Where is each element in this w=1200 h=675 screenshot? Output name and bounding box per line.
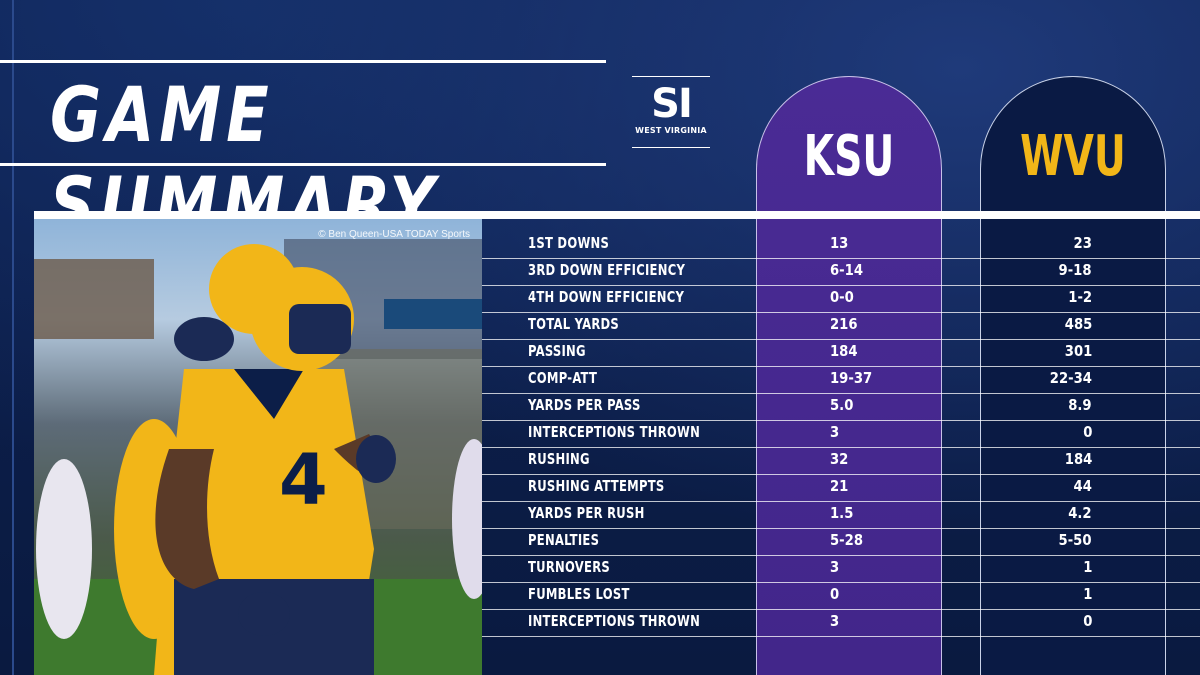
stat-label: YARDS PER PASS: [528, 396, 641, 414]
stat-label: COMP-ATT: [528, 369, 598, 387]
stat-value-ksu: 3: [830, 612, 840, 630]
stat-value-wvu: 301: [1064, 342, 1092, 360]
stat-value-wvu: 0: [1082, 423, 1092, 441]
stat-value-ksu: 3: [830, 423, 840, 441]
stat-value-ksu: 0: [830, 585, 840, 603]
logo-subtitle: WEST VIRGINIA: [635, 126, 707, 135]
logo-rule-bottom: [632, 147, 710, 148]
player-illustration: 4: [34, 239, 482, 675]
stat-row: TOTAL YARDS 216 485: [482, 312, 1200, 340]
stat-value-ksu: 184: [830, 342, 858, 360]
stat-value-wvu: 0: [1082, 612, 1092, 630]
stat-label: TOTAL YARDS: [528, 315, 620, 333]
stat-label: RUSHING ATTEMPTS: [528, 477, 665, 495]
stat-value-ksu: 1.5: [830, 504, 854, 522]
stat-label: INTERCEPTIONS THROWN: [528, 612, 701, 630]
stat-row: RUSHING ATTEMPTS 21 44: [482, 474, 1200, 502]
stat-label: TURNOVERS: [528, 558, 611, 576]
title-rule-top: [0, 60, 606, 63]
stat-row: 4TH DOWN EFFICIENCY 0-0 1-2: [482, 285, 1200, 313]
stat-row: FUMBLES LOST 0 1: [482, 582, 1200, 610]
stat-row: YARDS PER PASS 5.0 8.9: [482, 393, 1200, 421]
game-photo: 4 © Ben Queen-USA TODAY Sports: [34, 219, 482, 675]
logo-rule-top: [632, 76, 710, 77]
stat-value-wvu: 5-50: [1058, 531, 1092, 549]
stat-row: 1ST DOWNS 13 23: [482, 231, 1200, 259]
stat-value-wvu: 184: [1064, 450, 1092, 468]
stat-value-wvu: 1-2: [1068, 288, 1092, 306]
stat-value-wvu: 8.9: [1068, 396, 1092, 414]
stat-value-ksu: 3: [830, 558, 840, 576]
left-rule: [12, 0, 14, 675]
stat-row: YARDS PER RUSH 1.5 4.2: [482, 501, 1200, 529]
header-divider: [34, 211, 1200, 219]
stat-label: FUMBLES LOST: [528, 585, 630, 603]
title-rule-bottom: [0, 163, 606, 166]
stat-value-ksu: 19-37: [830, 369, 873, 387]
svg-text:4: 4: [279, 439, 328, 521]
stat-value-wvu: 22-34: [1049, 369, 1092, 387]
stat-value-ksu: 0-0: [830, 288, 854, 306]
stat-value-ksu: 216: [830, 315, 858, 333]
stat-value-ksu: 21: [830, 477, 849, 495]
stat-value-ksu: 6-14: [830, 261, 864, 279]
stat-value-wvu: 485: [1064, 315, 1092, 333]
stat-label: PASSING: [528, 342, 586, 360]
stat-value-wvu: 1: [1082, 558, 1092, 576]
stat-label: YARDS PER RUSH: [528, 504, 645, 522]
si-logo: SI WEST VIRGINIA: [632, 76, 710, 148]
stat-label: PENALTIES: [528, 531, 600, 549]
stat-value-ksu: 32: [830, 450, 849, 468]
team-label-wvu: WVU: [1020, 124, 1126, 189]
ksu-column: [756, 76, 942, 675]
stat-value-wvu: 9-18: [1058, 261, 1092, 279]
stat-label: INTERCEPTIONS THROWN: [528, 423, 701, 441]
stat-value-wvu: 4.2: [1068, 504, 1092, 522]
stat-label: 4TH DOWN EFFICIENCY: [528, 288, 685, 306]
stat-label: RUSHING: [528, 450, 590, 468]
stat-row: COMP-ATT 19-37 22-34: [482, 366, 1200, 394]
stat-value-ksu: 5.0: [830, 396, 854, 414]
stat-value-ksu: 13: [830, 234, 849, 252]
stat-value-wvu: 23: [1073, 234, 1092, 252]
photo-credit: © Ben Queen-USA TODAY Sports: [318, 229, 470, 240]
stat-row: 3RD DOWN EFFICIENCY 6-14 9-18: [482, 258, 1200, 286]
team-label-ksu: KSU: [803, 124, 895, 189]
stat-row: INTERCEPTIONS THROWN 3 0: [482, 420, 1200, 448]
stat-row: INTERCEPTIONS THROWN 3 0: [482, 609, 1200, 637]
stat-value-ksu: 5-28: [830, 531, 864, 549]
stat-value-wvu: 1: [1082, 585, 1092, 603]
stat-value-wvu: 44: [1073, 477, 1092, 495]
stat-row: RUSHING 32 184: [482, 447, 1200, 475]
logo-mark: SI: [651, 81, 693, 127]
stat-row: PASSING 184 301: [482, 339, 1200, 367]
stat-label: 3RD DOWN EFFICIENCY: [528, 261, 686, 279]
stat-row: PENALTIES 5-28 5-50: [482, 528, 1200, 556]
wvu-column: [980, 76, 1166, 675]
stat-row: TURNOVERS 3 1: [482, 555, 1200, 583]
stat-label: 1ST DOWNS: [528, 234, 610, 252]
page-title: GAME SUMMARY: [50, 70, 440, 249]
